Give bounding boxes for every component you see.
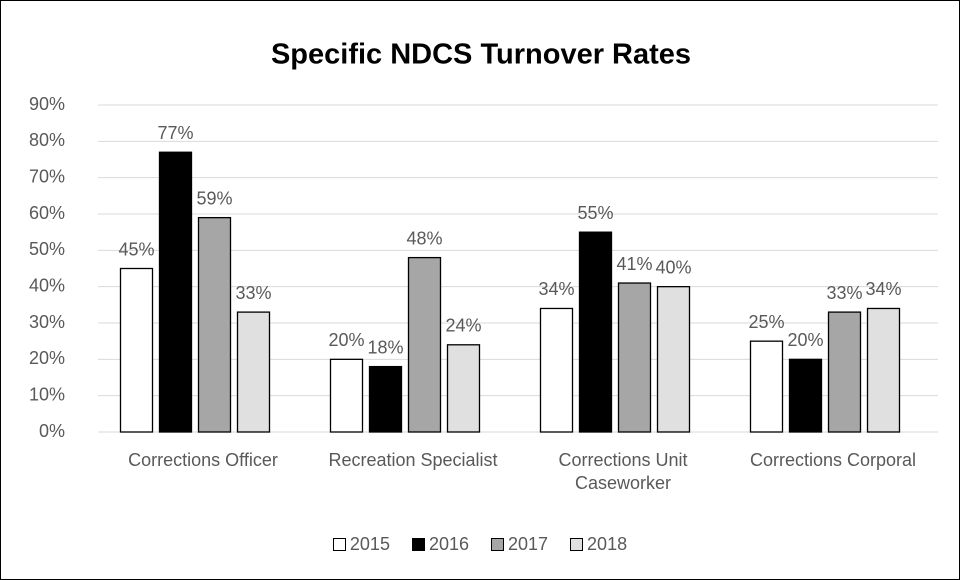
bar [578,231,613,433]
bar [446,344,481,433]
data-label: 77% [157,123,193,143]
x-tick-label: Corrections Unit Caseworker [558,450,688,493]
y-tick-label: 90% [29,94,65,114]
data-label: 34% [865,279,901,299]
data-label: 48% [406,228,442,248]
data-label: 40% [655,257,691,277]
data-label: 20% [787,330,823,350]
bar [197,216,232,433]
y-tick-label: 30% [29,312,65,332]
data-label: 24% [445,316,481,336]
legend-swatch [491,538,504,551]
bar [119,267,154,433]
legend: 2015 2016 2017 2018 [1,534,959,555]
y-tick-label: 0% [39,421,65,441]
bar [656,286,691,433]
data-label: 41% [616,254,652,274]
y-tick-label: 80% [29,130,65,150]
bar [368,365,403,433]
data-label: 34% [538,279,574,299]
legend-item: 2017 [491,534,548,555]
y-tick-label: 10% [29,384,65,404]
y-tick-label: 40% [29,275,65,295]
legend-label: 2015 [349,534,390,554]
y-tick-label: 60% [29,203,65,223]
y-tick-label: 50% [29,239,65,259]
x-tick-label: Corrections Corporal [749,450,917,470]
bar [329,358,364,433]
data-label: 33% [826,283,862,303]
bar [866,307,901,433]
x-tick-label: Corrections Officer [128,450,278,470]
bar [827,311,862,433]
bar [539,307,574,433]
legend-swatch [411,538,425,551]
data-label: 33% [235,283,271,303]
legend-item: 2018 [570,534,627,555]
bar [236,311,271,433]
legend-label: 2018 [587,534,628,554]
legend-item: 2016 [411,534,469,555]
data-label: 45% [118,239,154,259]
bar [158,151,193,433]
bar [749,340,784,433]
legend-label: 2016 [428,534,469,554]
bar [788,358,823,433]
legend-swatch [332,538,346,551]
data-label: 25% [748,312,784,332]
data-label: 55% [577,203,613,223]
data-label: 18% [367,337,403,357]
y-tick-label: 20% [29,348,65,368]
legend-label: 2017 [508,534,549,554]
x-tick-label: Recreation Specialist [328,450,498,470]
y-tick-label: 70% [29,166,65,186]
legend-swatch [570,538,584,551]
bar [617,282,652,433]
bar [407,256,442,433]
data-label: 59% [196,188,232,208]
data-label: 20% [328,330,364,350]
chart-title: Specific NDCS Turnover Rates [271,39,691,71]
legend-item: 2015 [332,534,390,555]
